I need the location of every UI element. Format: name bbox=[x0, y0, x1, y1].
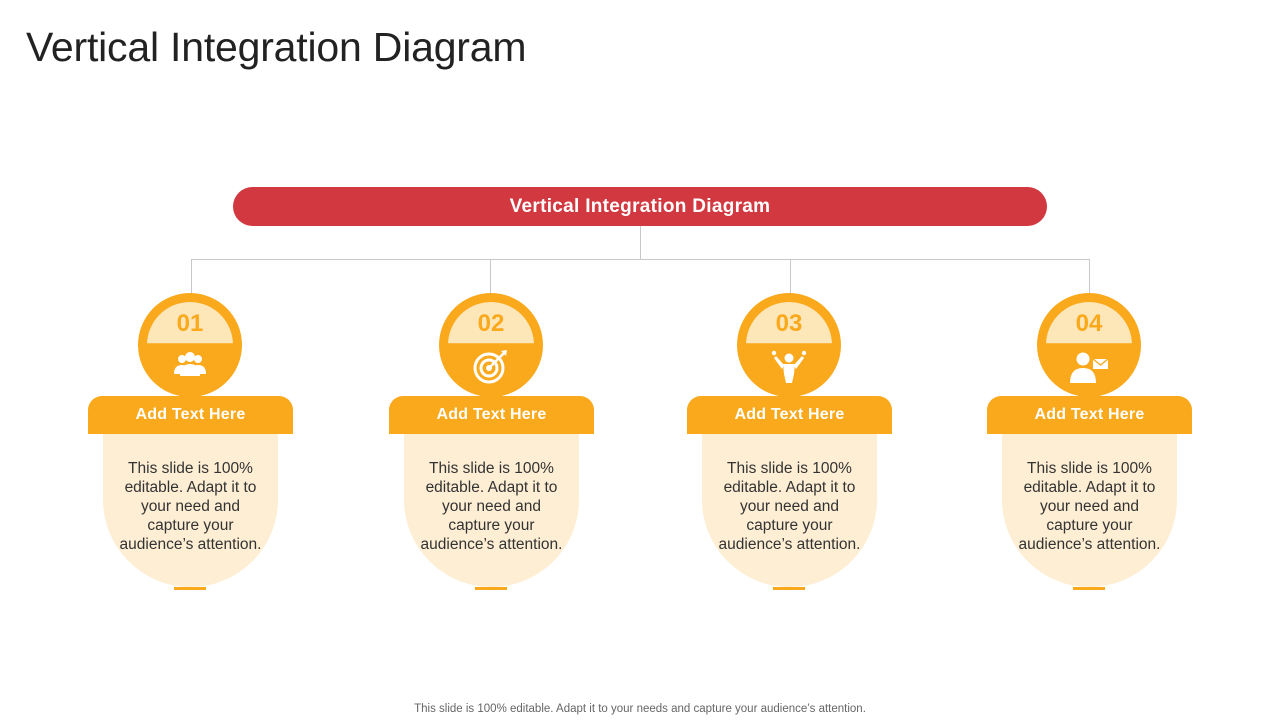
person-celebrating-money-icon bbox=[769, 347, 809, 385]
diagram-header-banner: Vertical Integration Diagram bbox=[233, 187, 1047, 226]
step-label-bar: Add Text Here bbox=[687, 396, 892, 434]
step-card-01: This slide is 100% editable. Adapt it to… bbox=[88, 293, 293, 593]
step-number: 04 bbox=[1075, 310, 1103, 337]
footer-note: This slide is 100% editable. Adapt it to… bbox=[414, 703, 866, 715]
step-card-body: This slide is 100% editable. Adapt it to… bbox=[702, 423, 877, 587]
step-label: Add Text Here bbox=[135, 406, 246, 423]
page-title: Vertical Integration Diagram bbox=[26, 24, 527, 70]
step-card-body: This slide is 100% editable. Adapt it to… bbox=[404, 423, 579, 587]
step-label-bar: Add Text Here bbox=[88, 396, 293, 434]
step-label-bar: Add Text Here bbox=[389, 396, 594, 434]
step-card-body: This slide is 100% editable. Adapt it to… bbox=[1002, 423, 1177, 587]
connector-branch-02 bbox=[490, 259, 491, 294]
step-accent-tick bbox=[475, 587, 507, 590]
step-accent-tick bbox=[773, 587, 805, 590]
step-description: This slide is 100% editable. Adapt it to… bbox=[718, 460, 861, 553]
step-number-circle: 01 bbox=[138, 293, 242, 397]
step-label: Add Text Here bbox=[1034, 406, 1145, 423]
step-description: This slide is 100% editable. Adapt it to… bbox=[1018, 460, 1161, 553]
step-accent-tick bbox=[174, 587, 206, 590]
connector-branch-03 bbox=[790, 259, 791, 294]
step-card-03: This slide is 100% editable. Adapt it to… bbox=[687, 293, 892, 593]
step-accent-tick bbox=[1073, 587, 1105, 590]
step-label-bar: Add Text Here bbox=[987, 396, 1192, 434]
step-number: 02 bbox=[477, 310, 505, 337]
user-mail-icon bbox=[1069, 347, 1109, 385]
step-card-body: This slide is 100% editable. Adapt it to… bbox=[103, 423, 278, 587]
step-description: This slide is 100% editable. Adapt it to… bbox=[420, 460, 563, 553]
step-number: 03 bbox=[775, 310, 803, 337]
step-label: Add Text Here bbox=[734, 406, 845, 423]
connector-horizontal bbox=[191, 259, 1090, 260]
step-number: 01 bbox=[176, 310, 204, 337]
users-group-icon bbox=[170, 347, 210, 385]
step-number-circle: 04 bbox=[1037, 293, 1141, 397]
diagram-header-label: Vertical Integration Diagram bbox=[509, 195, 771, 217]
connector-trunk bbox=[640, 226, 641, 260]
connector-branch-01 bbox=[191, 259, 192, 294]
step-number-circle: 03 bbox=[737, 293, 841, 397]
step-number-circle: 02 bbox=[439, 293, 543, 397]
step-description: This slide is 100% editable. Adapt it to… bbox=[119, 460, 262, 553]
step-label: Add Text Here bbox=[436, 406, 547, 423]
step-card-02: This slide is 100% editable. Adapt it to… bbox=[389, 293, 594, 593]
connector-branch-04 bbox=[1089, 259, 1090, 294]
step-card-04: This slide is 100% editable. Adapt it to… bbox=[987, 293, 1192, 593]
target-arrow-icon bbox=[471, 347, 511, 385]
